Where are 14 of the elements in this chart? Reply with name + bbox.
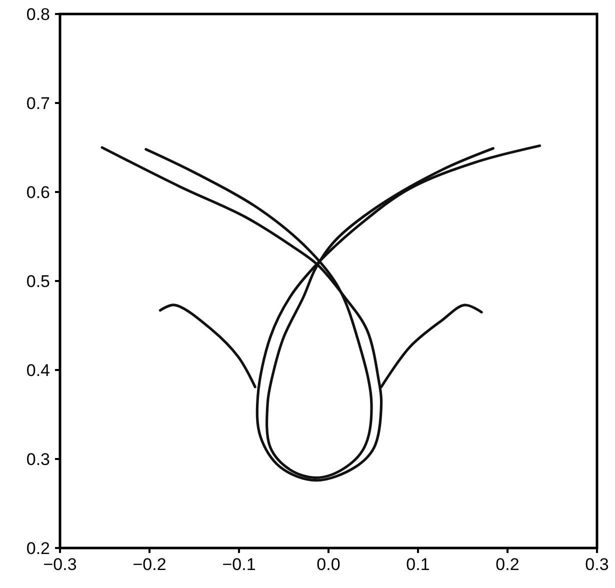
y-tick-label: 0.8 xyxy=(26,4,50,24)
x-tick-label: 0.1 xyxy=(406,555,430,574)
y-tick-label: 0.7 xyxy=(26,94,50,113)
x-tick-label: −0.3 xyxy=(43,555,77,574)
x-tick-label: −0.1 xyxy=(222,555,256,574)
x-tick-label: −0.2 xyxy=(132,555,166,574)
y-tick-label: 0.5 xyxy=(26,272,50,291)
y-tick-label: 0.6 xyxy=(26,182,50,202)
x-tick-label: 0.3 xyxy=(585,555,609,574)
y-tick-label: 0.2 xyxy=(26,538,50,558)
x-tick-label: 0.0 xyxy=(316,555,340,574)
y-tick-label: 0.4 xyxy=(26,360,50,380)
y-tick-label: 0.3 xyxy=(26,450,50,469)
x-tick-label: 0.2 xyxy=(496,555,520,574)
